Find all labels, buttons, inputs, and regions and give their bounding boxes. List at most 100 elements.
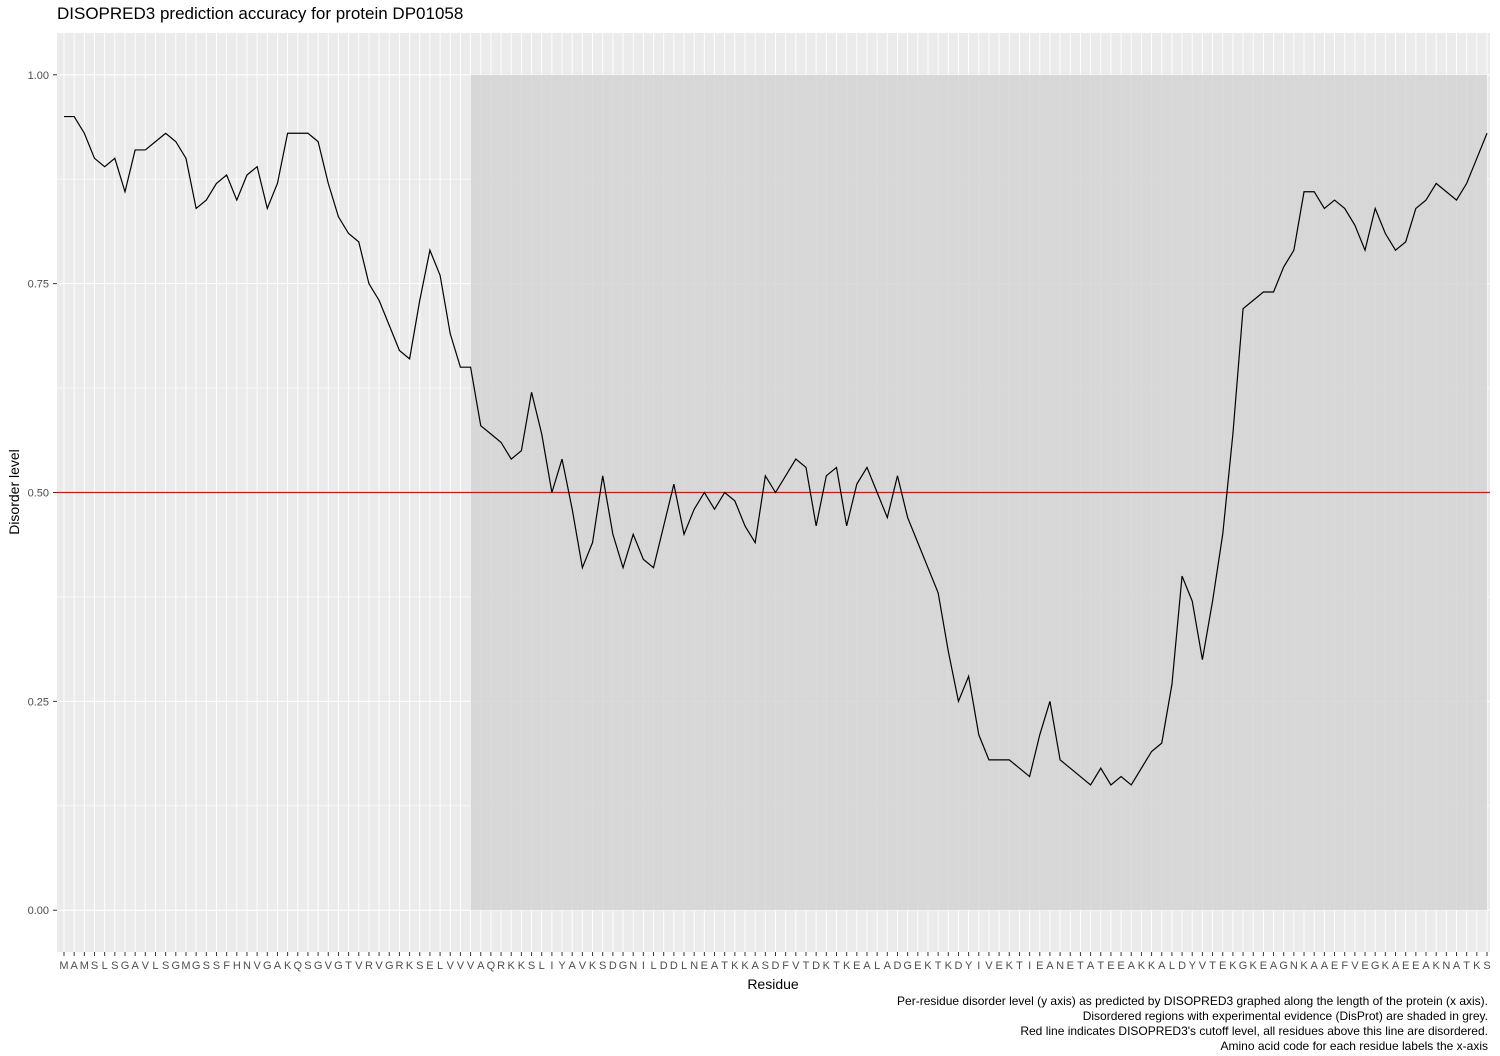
x-tick-label: K xyxy=(1148,960,1156,972)
x-tick-label: A xyxy=(1453,960,1461,972)
x-tick-label: G xyxy=(314,960,323,972)
x-tick-label: M xyxy=(80,960,89,972)
x-tick-label: T xyxy=(1463,960,1470,972)
x-tick-label: G xyxy=(385,960,394,972)
x-tick-label: K xyxy=(1382,960,1390,972)
x-tick-label: E xyxy=(1117,960,1124,972)
x-tick-label: E xyxy=(1107,960,1114,972)
y-axis: 0.00 0.25 0.50 0.75 1.00 xyxy=(28,70,57,917)
x-tick-label: K xyxy=(945,960,953,972)
x-tick-label: D xyxy=(670,960,678,972)
y-tick-label: 0.75 xyxy=(28,279,49,291)
x-tick-label: S xyxy=(91,960,98,972)
x-tick-label: S xyxy=(528,960,535,972)
x-tick-label: S xyxy=(416,960,423,972)
x-tick-label: R xyxy=(497,960,505,972)
x-tick-label: T xyxy=(1077,960,1084,972)
x-tick-label: K xyxy=(518,960,526,972)
x-tick-label: K xyxy=(589,960,597,972)
x-tick-label: L xyxy=(874,960,880,972)
x-tick-label: A xyxy=(711,960,719,972)
x-tick-label: L xyxy=(102,960,108,972)
x-tick-label: D xyxy=(954,960,962,972)
x-tick-label: V xyxy=(792,960,800,972)
x-tick-label: V xyxy=(325,960,333,972)
x-tick-label: E xyxy=(1219,960,1226,972)
chart-title: DISOPRED3 prediction accuracy for protei… xyxy=(57,4,464,23)
x-tick-label: V xyxy=(1199,960,1207,972)
x-tick-label: K xyxy=(1433,960,1441,972)
x-tick-label: E xyxy=(1412,960,1419,972)
x-tick-label: E xyxy=(853,960,860,972)
x-tick-label: A xyxy=(477,960,485,972)
x-tick-label: S xyxy=(599,960,606,972)
x-tick-label: K xyxy=(508,960,516,972)
x-tick-label: N xyxy=(243,960,251,972)
x-tick-label: F xyxy=(223,960,230,972)
x-tick-label: G xyxy=(1371,960,1380,972)
x-tick-label: L xyxy=(650,960,656,972)
x-tick-label: V xyxy=(985,960,993,972)
x-tick-label: T xyxy=(833,960,840,972)
x-tick-label: M xyxy=(59,960,68,972)
caption-line-1: Per-residue disorder level (y axis) as p… xyxy=(897,994,1488,1008)
x-tick-label: F xyxy=(782,960,789,972)
x-tick-label: S xyxy=(111,960,118,972)
x-tick-label: K xyxy=(1250,960,1258,972)
x-tick-label: E xyxy=(914,960,921,972)
x-tick-label: R xyxy=(365,960,373,972)
x-tick-label: V xyxy=(1351,960,1359,972)
x-tick-label: L xyxy=(437,960,443,972)
x-tick-label: S xyxy=(213,960,220,972)
x-tick-label: A xyxy=(1311,960,1319,972)
x-tick-label: G xyxy=(172,960,181,972)
x-tick-label: D xyxy=(1178,960,1186,972)
caption-line-3: Red line indicates DISOPRED3's cutoff le… xyxy=(1020,1024,1488,1038)
x-tick-label: T xyxy=(1209,960,1216,972)
x-tick-label: A xyxy=(863,960,871,972)
x-tick-label: K xyxy=(406,960,414,972)
x-tick-label: V xyxy=(355,960,363,972)
x-tick-label: S xyxy=(304,960,311,972)
x-tick-label: K xyxy=(731,960,739,972)
x-tick-label: G xyxy=(263,960,272,972)
x-tick-label: T xyxy=(803,960,810,972)
x-tick-label: A xyxy=(1422,960,1430,972)
x-tick-label: V xyxy=(253,960,261,972)
x-tick-label: N xyxy=(629,960,637,972)
x-tick-label: A xyxy=(1128,960,1136,972)
x-tick-label: A xyxy=(131,960,139,972)
caption-line-4: Amino acid code for each residue labels … xyxy=(1220,1039,1488,1053)
y-axis-label: Disorder level xyxy=(6,449,22,535)
x-tick-label: G xyxy=(121,960,130,972)
x-tick-label: N xyxy=(1290,960,1298,972)
x-tick-label: A xyxy=(1392,960,1400,972)
x-tick-label: S xyxy=(1483,960,1490,972)
x-tick-label: R xyxy=(395,960,403,972)
x-tick-label: F xyxy=(1341,960,1348,972)
x-tick-label: G xyxy=(619,960,628,972)
x-tick-label: E xyxy=(1260,960,1267,972)
x-tick-label: K xyxy=(1138,960,1146,972)
x-tick-label: G xyxy=(334,960,343,972)
x-tick-label: E xyxy=(701,960,708,972)
x-tick-label: Y xyxy=(558,960,566,972)
x-tick-label: I xyxy=(977,960,980,972)
x-tick-label: Y xyxy=(965,960,973,972)
x-tick-label: K xyxy=(823,960,831,972)
x-tick-label: N xyxy=(1056,960,1064,972)
x-tick-label: N xyxy=(1442,960,1450,972)
x-tick-label: D xyxy=(609,960,617,972)
x-tick-label: E xyxy=(1036,960,1043,972)
x-tick-label: K xyxy=(924,960,932,972)
x-tick-label: S xyxy=(203,960,210,972)
x-tick-label: L xyxy=(1169,960,1175,972)
x-tick-label: V xyxy=(447,960,455,972)
x-tick-label: E xyxy=(1361,960,1368,972)
x-tick-label: Y xyxy=(1189,960,1197,972)
x-tick-label: L xyxy=(681,960,687,972)
disorder-series-line xyxy=(64,115,1488,786)
y-tick-label: 1.00 xyxy=(28,70,49,82)
x-tick-label: T xyxy=(721,960,728,972)
